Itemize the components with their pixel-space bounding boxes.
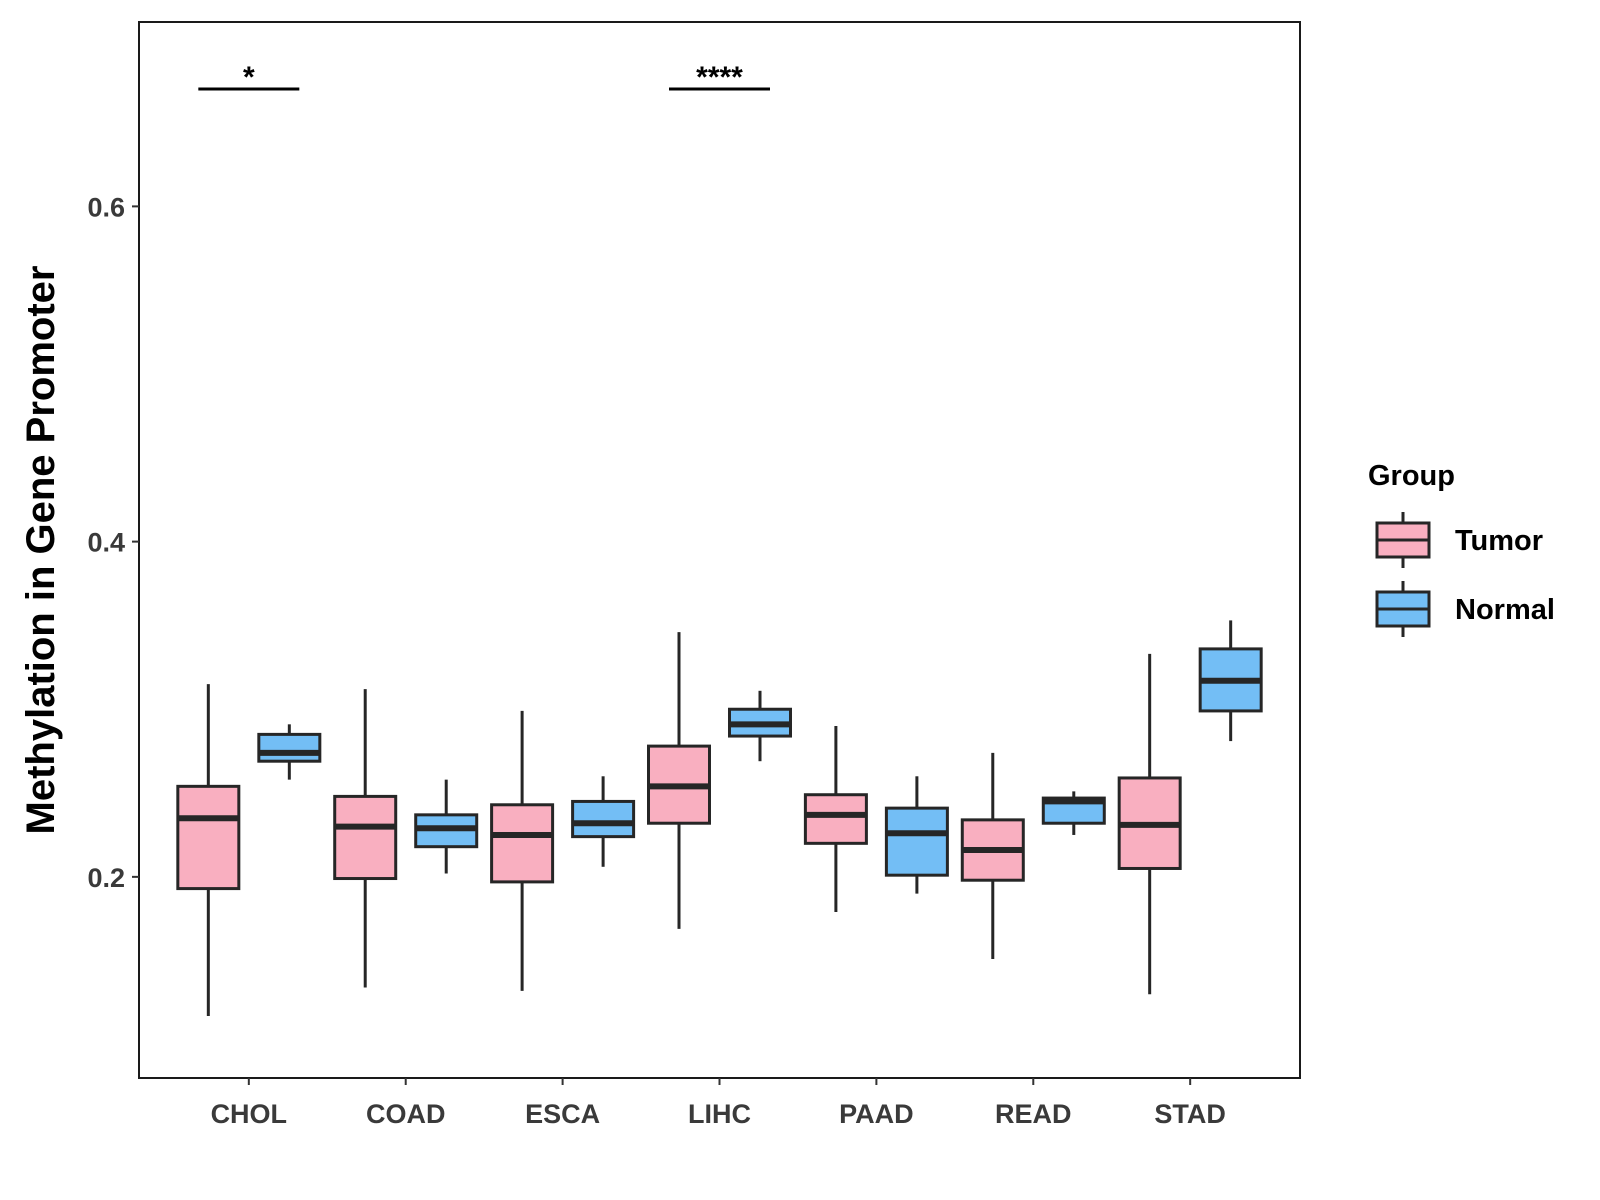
- significance-annotations: * ****: [198, 61, 770, 94]
- box-iqr: [257, 732, 322, 763]
- y-tick-label: 0.4: [87, 528, 125, 558]
- legend-title: Group: [1368, 460, 1455, 492]
- box-tumor-chol: [176, 684, 241, 1016]
- box-normal-chol: [257, 724, 322, 780]
- box-iqr: [884, 806, 949, 877]
- box-normal-stad: [1198, 620, 1263, 742]
- x-tick-label-read: READ: [995, 1099, 1072, 1129]
- box-tumor-read: [960, 752, 1025, 959]
- x-tick-label-stad: STAD: [1154, 1099, 1226, 1129]
- boxes-layer: [176, 620, 1263, 1016]
- box-normal-lihc: [728, 690, 792, 762]
- box-tumor-lihc: [647, 632, 711, 929]
- box-normal-esca: [571, 776, 636, 867]
- box-normal-paad: [884, 776, 949, 894]
- y-axis-title: Methylation in Gene Promoter: [19, 266, 63, 835]
- x-tick-label-chol: CHOL: [211, 1099, 288, 1129]
- x-tick-label-lihc: LIHC: [688, 1099, 751, 1129]
- box-tumor-stad: [1117, 653, 1182, 995]
- legend: Group Tumor Normal: [1368, 460, 1555, 637]
- box-normal-read: [1041, 791, 1106, 835]
- legend-entry-normal: Normal: [1375, 581, 1555, 637]
- box-iqr: [333, 794, 398, 881]
- box-normal-coad: [414, 779, 479, 874]
- legend-entries: Tumor Normal: [1375, 512, 1555, 637]
- x-tick-label-coad: COAD: [366, 1099, 446, 1129]
- plot-panel: [138, 21, 1301, 1079]
- box-iqr: [176, 784, 241, 891]
- box-iqr: [803, 793, 868, 845]
- box-tumor-paad: [803, 726, 868, 913]
- y-axis: 0.2 0.4 0.6: [87, 192, 139, 893]
- box-tumor-esca: [490, 710, 555, 991]
- x-tick-label-esca: ESCA: [525, 1099, 600, 1129]
- box-tumor-coad: [333, 689, 398, 988]
- significance-label: *: [243, 61, 255, 94]
- legend-label: Normal: [1455, 594, 1555, 626]
- x-tick-label-paad: PAAD: [839, 1099, 914, 1129]
- y-tick-label: 0.6: [87, 192, 125, 222]
- y-tick-label: 0.2: [87, 863, 125, 893]
- x-axis: CHOL COAD ESCA LIHC PAAD READ STAD: [211, 1078, 1226, 1129]
- significance-label: ****: [696, 61, 743, 94]
- legend-label: Tumor: [1455, 525, 1543, 557]
- legend-entry-tumor: Tumor: [1375, 512, 1543, 568]
- box-iqr: [571, 799, 636, 839]
- box-iqr: [490, 803, 555, 884]
